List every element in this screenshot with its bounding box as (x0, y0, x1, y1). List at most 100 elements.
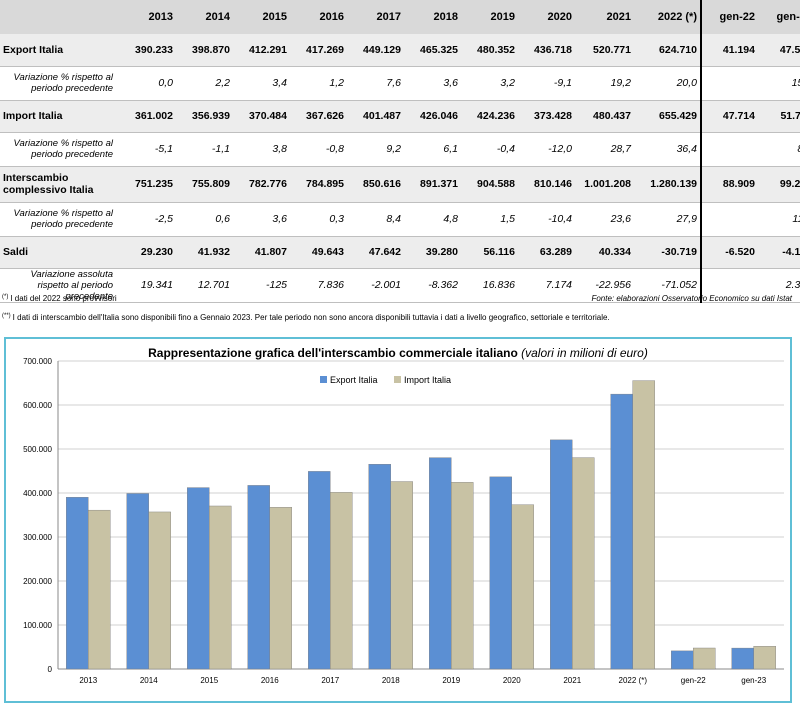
note-mark: (*) (2, 294, 9, 300)
table-cell: 782.776 (233, 166, 290, 203)
table-cell (700, 268, 758, 303)
table-cell: 19.341 (121, 268, 176, 303)
table-cell: -0,4 (461, 132, 518, 167)
table-cell: 29.230 (121, 236, 176, 269)
x-tick-label: 2022 (*) (619, 676, 648, 685)
note-mark: (**) (2, 313, 11, 319)
row-label: Import Italia (0, 100, 121, 133)
trade-table: 2013 2014 2015 2016 2017 2018 2019 2020 … (0, 0, 800, 303)
table-cell: -2,5 (121, 202, 176, 237)
table-row-variation: Variazione % rispetto al periodo precede… (0, 202, 800, 237)
table-cell (700, 66, 758, 101)
col-header: 2016 (319, 11, 344, 23)
table-cell: 655.429 (634, 100, 701, 133)
table-cell: 412.291 (233, 34, 290, 67)
legend-swatch (394, 376, 401, 383)
table-cell: -125 (233, 268, 290, 303)
bar-import (753, 646, 776, 670)
table-cell: 16.836 (461, 268, 518, 303)
y-tick-label: 500.000 (23, 445, 52, 454)
bar-import (693, 647, 716, 670)
col-header: gen-23 (776, 11, 800, 23)
y-tick-label: 400.000 (23, 489, 52, 498)
bar-import (511, 504, 534, 670)
table-cell: -22.956 (575, 268, 634, 303)
table-cell: 47.516 (758, 34, 800, 67)
col-header: 2013 (148, 11, 173, 23)
table-cell: 88.909 (700, 166, 758, 203)
row-label: Export Italia (0, 34, 121, 67)
col-header: 2018 (433, 11, 458, 23)
table-cell: 3,6 (404, 66, 461, 101)
table-cell: 624.710 (634, 34, 701, 67)
table-cell: 63.289 (518, 236, 575, 269)
x-tick-label: 2016 (261, 676, 279, 685)
col-header: 2020 (547, 11, 572, 23)
table-cell: 417.269 (290, 34, 347, 67)
table-cell: 0,0 (121, 66, 176, 101)
bar-import (269, 507, 292, 670)
bar-export (308, 471, 331, 670)
table-cell: 41.932 (176, 236, 233, 269)
chart-panel: Rappresentazione grafica dell'interscamb… (4, 337, 792, 703)
table-cell: 891.371 (404, 166, 461, 203)
table-cell: 480.437 (575, 100, 634, 133)
table-row: Saldi 29.230 41.932 41.807 49.643 47.642 39.28… (0, 236, 800, 269)
bar-export (550, 439, 573, 670)
table-cell: 7.836 (290, 268, 347, 303)
table-cell: 1.280.139 (634, 166, 701, 203)
legend-swatch (320, 376, 327, 383)
table-cell: 47.714 (700, 100, 758, 133)
legend-label: Export Italia (330, 375, 378, 385)
bar-chart: 0 100.000 200.000 300.000 400.000 500.000 600.… (23, 357, 784, 685)
table-cell: 401.487 (347, 100, 404, 133)
table-cell: -2.001 (347, 268, 404, 303)
x-tick-label: 2019 (442, 676, 460, 685)
bar-import (632, 380, 655, 670)
table-cell: 1,2 (290, 66, 347, 101)
source-credit: Fonte: elaborazioni Osservatorio Economi… (591, 294, 792, 303)
x-tick-label: 2015 (200, 676, 218, 685)
table-cell: -9,1 (518, 66, 575, 101)
y-tick-label: 0 (48, 665, 53, 674)
table-cell: -4.194 (758, 236, 800, 269)
table-cell (700, 202, 758, 237)
table-cell: 8,4 (758, 132, 800, 167)
header-corner (0, 0, 121, 34)
bar-import (148, 511, 171, 670)
row-label: Variazione % rispetto al periodo precede… (0, 202, 121, 237)
row-label: Variazione % rispetto al periodo precede… (0, 66, 121, 101)
table-row-variation: Variazione % rispetto al periodo precede… (0, 132, 800, 167)
table-row-variation: Variazione assoluta rispetto al periodo … (0, 268, 800, 303)
x-tick-label: gen-23 (741, 676, 766, 685)
table-cell: 3,4 (233, 66, 290, 101)
table-header-row: 2013 2014 2015 2016 2017 2018 2019 2020 … (0, 0, 800, 34)
table-cell: 755.809 (176, 166, 233, 203)
table-row-variation: Variazione % rispetto al periodo precede… (0, 66, 800, 101)
table-cell: 23,6 (575, 202, 634, 237)
table-cell: 0,6 (176, 202, 233, 237)
table-cell: 465.325 (404, 34, 461, 67)
chart-title-main: Rappresentazione grafica dell'interscamb… (148, 346, 518, 360)
table-cell: 3,8 (233, 132, 290, 167)
bar-import (390, 481, 413, 670)
table-cell: 904.588 (461, 166, 518, 203)
col-header: gen-22 (700, 0, 758, 34)
table-cell: 19,2 (575, 66, 634, 101)
bar-export (187, 487, 210, 670)
table-cell: 39.280 (404, 236, 461, 269)
table-cell: 15,3 (758, 66, 800, 101)
table-cell: 3,2 (461, 66, 518, 101)
bar-export (731, 647, 754, 670)
table-cell: 6,1 (404, 132, 461, 167)
table-cell: 49.643 (290, 236, 347, 269)
table-row: Interscambio complessivo Italia 751.235 75… (0, 166, 800, 203)
table-cell: 28,7 (575, 132, 634, 167)
chart-title: Rappresentazione grafica dell'interscamb… (6, 346, 790, 360)
col-header: 2014 (205, 11, 230, 23)
table-cell: 367.626 (290, 100, 347, 133)
bar-export (368, 464, 391, 670)
table-cell: 4,8 (404, 202, 461, 237)
table-cell: 356.939 (176, 100, 233, 133)
bar-export (671, 650, 694, 670)
